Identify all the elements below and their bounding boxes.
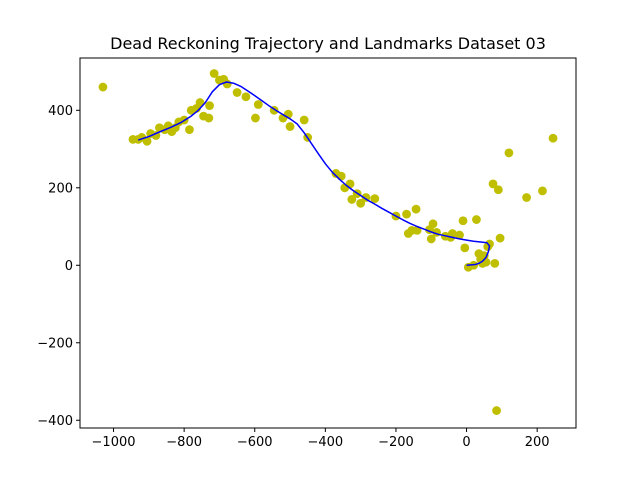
landmark-point	[222, 79, 232, 89]
y-tick-label: 0	[65, 259, 73, 274]
landmark-point	[472, 215, 481, 224]
landmark-point	[205, 101, 214, 111]
x-tick-label: −800	[166, 435, 202, 450]
x-tick-label: −200	[378, 435, 414, 450]
landmark-point	[488, 179, 498, 189]
landmark-point	[204, 113, 214, 123]
x-tick-label: −600	[237, 435, 273, 450]
landmark-point	[492, 406, 501, 415]
landmark-point	[185, 125, 194, 135]
landmark-point	[411, 204, 421, 214]
landmark-point	[356, 198, 366, 208]
landmark-point	[458, 216, 468, 226]
landmark-point	[481, 257, 491, 267]
x-axis: −1000 −800 −600 −400 −200 0 200	[92, 428, 550, 450]
landmark-point	[448, 229, 457, 238]
landmark-point	[347, 195, 357, 204]
landmark-point	[460, 243, 470, 253]
landmark-point	[253, 100, 263, 109]
landmark-point	[195, 98, 205, 107]
landmark-point	[455, 230, 464, 240]
landmark-point	[370, 194, 380, 204]
landmark-point	[241, 92, 251, 102]
landmark-point	[522, 193, 531, 202]
landmark-point	[428, 219, 438, 229]
landmark-point	[299, 115, 309, 125]
landmark-point	[336, 171, 346, 181]
plot-area	[98, 69, 558, 415]
x-tick-label: −400	[307, 435, 343, 450]
landmark-point	[485, 239, 494, 249]
landmark-point	[548, 133, 558, 143]
x-tick-label: 200	[525, 435, 550, 450]
landmark-point	[285, 122, 295, 131]
landmark-point	[232, 88, 242, 97]
landmark-point	[209, 69, 219, 78]
landmark-point	[504, 148, 514, 158]
landmark-point	[251, 113, 260, 123]
landmark-point	[142, 136, 152, 146]
y-tick-label: 400	[48, 104, 73, 119]
trajectory-line	[137, 81, 491, 267]
y-tick-label: −200	[37, 336, 73, 351]
landmark-point	[402, 209, 411, 219]
landmark-point	[426, 234, 436, 244]
landmark-point	[493, 185, 503, 195]
x-tick-label: −1000	[92, 435, 136, 450]
axes-frame	[79, 57, 577, 429]
landmark-point	[495, 233, 505, 243]
x-tick-label: 0	[462, 435, 470, 450]
y-tick-label: −400	[37, 414, 73, 429]
landmark-point	[490, 258, 500, 268]
landmark-point	[412, 226, 422, 235]
chart-title: Dead Reckoning Trajectory and Landmarks …	[110, 34, 546, 53]
landmark-point	[345, 179, 355, 189]
y-tick-label: 200	[48, 181, 73, 196]
landmark-point	[538, 186, 547, 196]
y-axis: −400 −200 0 200 400	[37, 104, 80, 429]
landmark-point	[98, 82, 108, 92]
